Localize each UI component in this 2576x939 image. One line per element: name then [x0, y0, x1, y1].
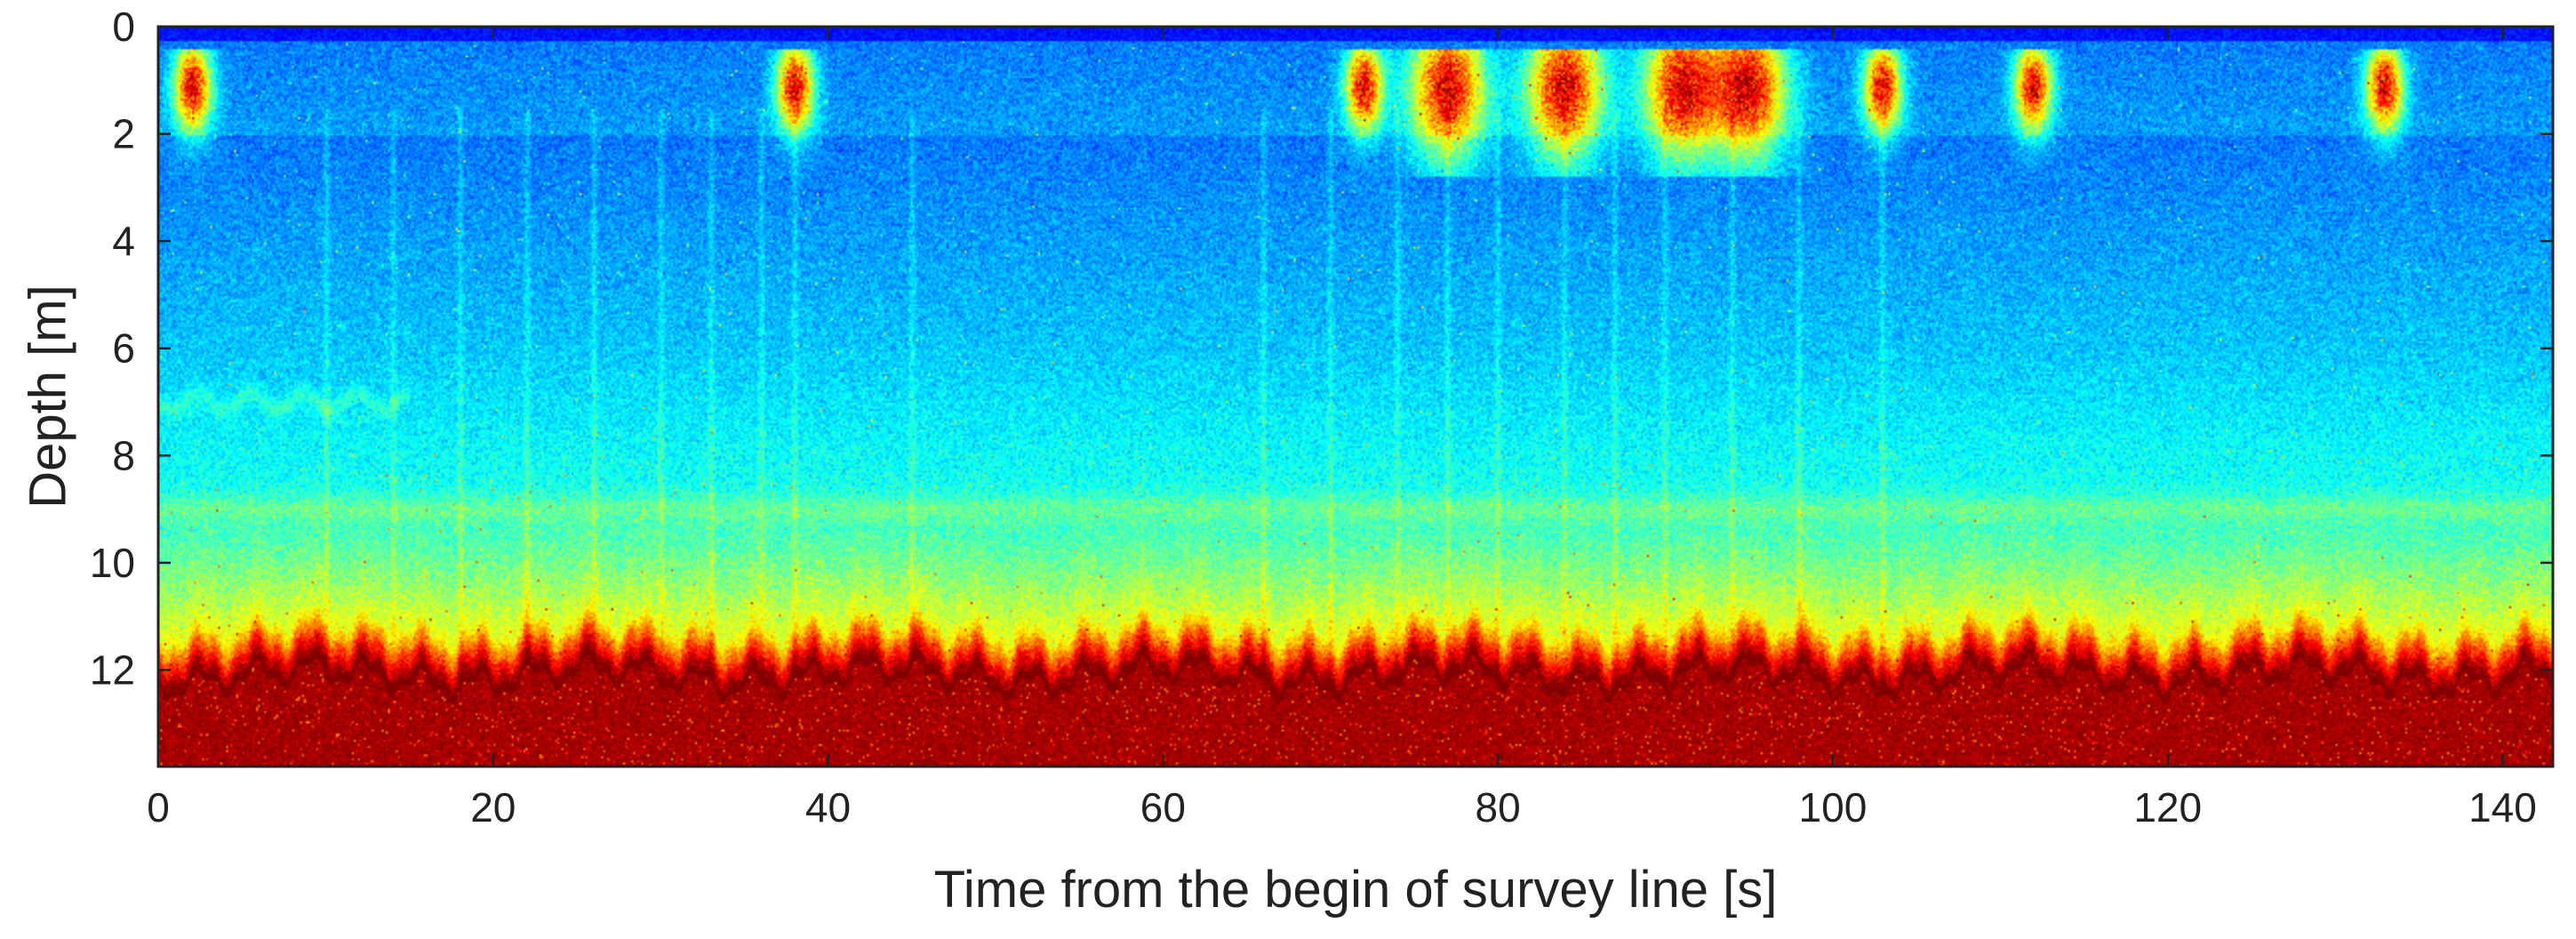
plot-border	[156, 25, 2555, 768]
y-tick-label: 4	[112, 218, 135, 264]
x-tick-label: 60	[1140, 784, 1186, 831]
y-tick-label: 8	[112, 432, 135, 478]
heatmap-image	[158, 27, 2553, 766]
x-tick-label: 100	[1799, 784, 1868, 831]
heatmap-raster	[158, 27, 2553, 766]
x-tick-label: 140	[2468, 784, 2537, 831]
x-tick-label: 20	[470, 784, 516, 831]
y-tick-label: 12	[90, 646, 135, 693]
plot-frame	[156, 25, 2555, 768]
y-axis-label: Depth [m]	[19, 285, 76, 508]
x-tick-label: 120	[2133, 784, 2202, 831]
y-tick-label: 2	[112, 111, 135, 157]
x-tick-label: 80	[1476, 784, 1521, 831]
x-tick-label: 40	[805, 784, 851, 831]
y-tick-label: 6	[112, 325, 135, 372]
y-tick-label: 10	[90, 540, 135, 586]
x-tick-label: 0	[147, 784, 170, 831]
y-tick-label: 0	[112, 4, 135, 50]
y-axis-ticks: 0 2 4 6 8 10 12	[90, 4, 2553, 693]
x-axis-ticks: 0 20 40 60 80 100 120 140	[147, 27, 2537, 831]
x-axis-label: Time from the begin of survey line [s]	[934, 861, 1778, 919]
